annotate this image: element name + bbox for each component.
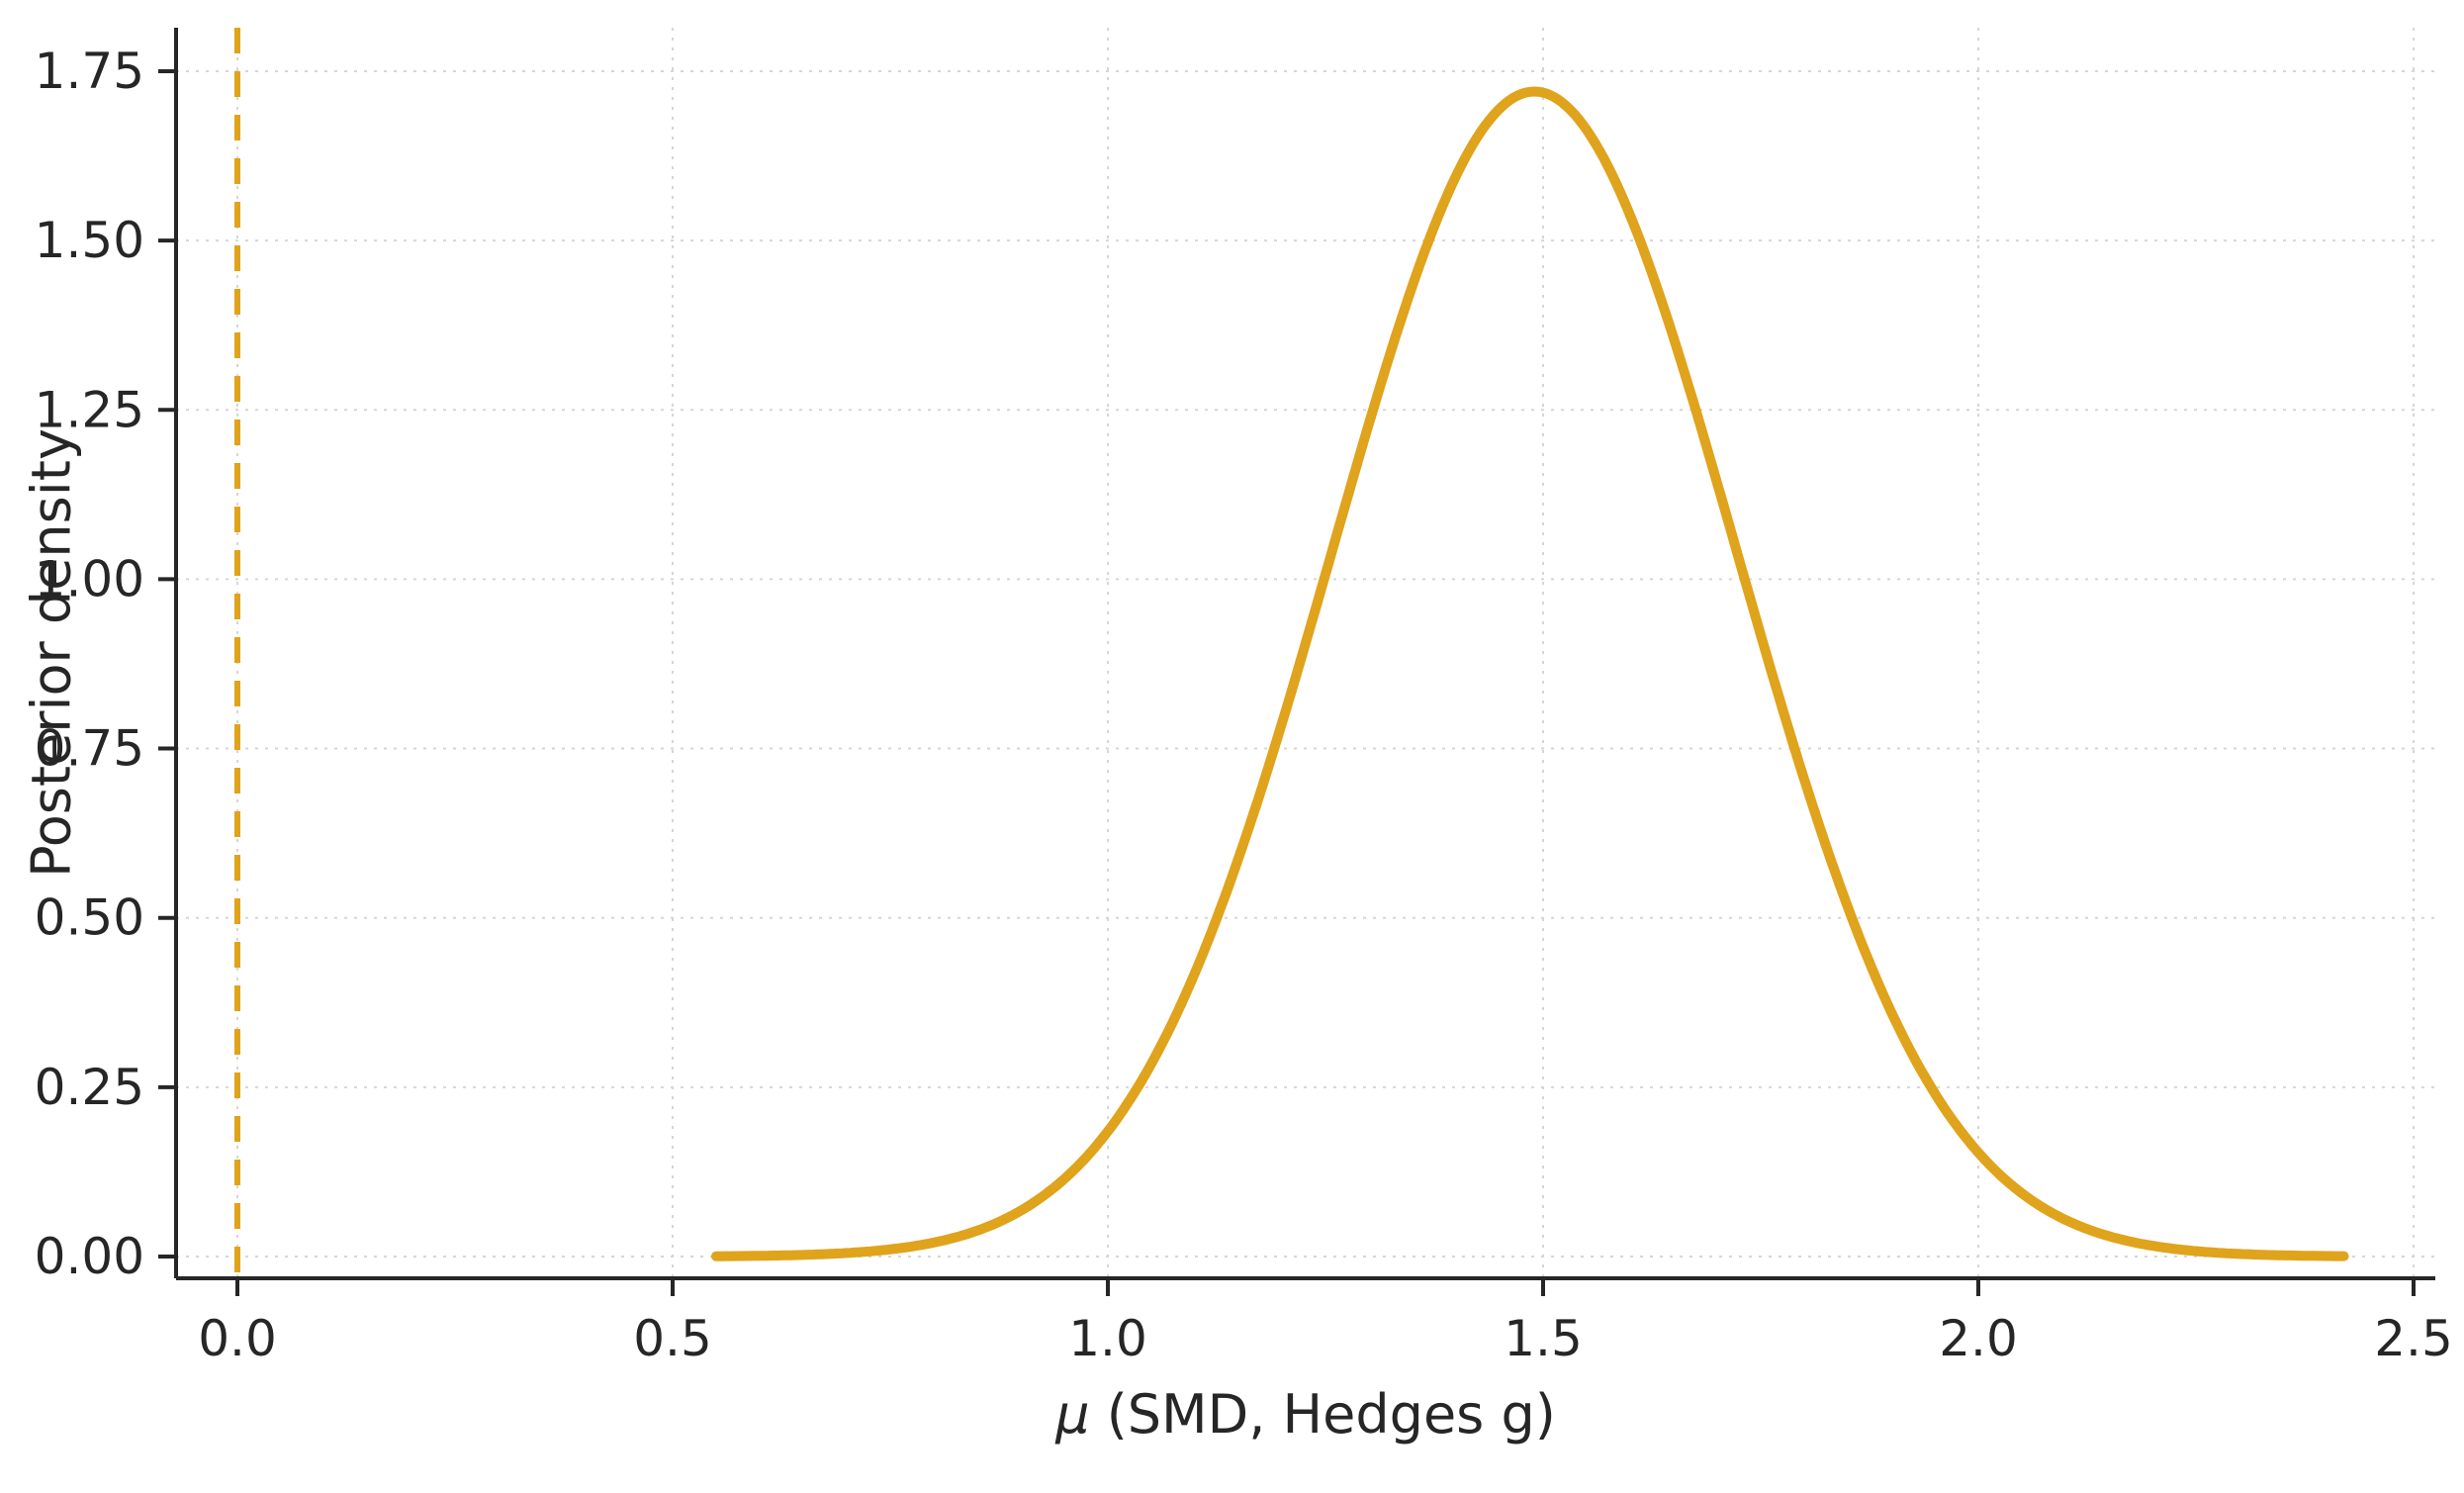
y-tick-label: 1.75 <box>35 43 144 100</box>
x-tick-label: 2.0 <box>1939 1310 2018 1367</box>
x-axis-label-text: (SMD, Hedges g) <box>1089 1383 1556 1446</box>
x-tick-label: 2.5 <box>2374 1310 2453 1367</box>
y-axis-label: Posterior density <box>20 428 83 878</box>
posterior-density-curve <box>711 86 2349 1261</box>
y-tick-label: 1.50 <box>35 212 144 269</box>
x-axis-label: μ (SMD, Hedges g) <box>176 1383 2435 1446</box>
x-tick-label: 1.5 <box>1504 1310 1583 1367</box>
x-tick-label: 0.0 <box>198 1310 277 1367</box>
y-tick-label: 0.50 <box>35 889 144 947</box>
y-tick-label: 0.25 <box>35 1059 144 1116</box>
y-tick-label: 0.75 <box>35 720 144 778</box>
y-tick-label: 1.25 <box>35 381 144 438</box>
x-axis-label-symbol: μ <box>1055 1383 1090 1446</box>
y-tick-label: 0.00 <box>35 1228 144 1285</box>
y-tick-label: 1.00 <box>35 550 144 607</box>
x-tick-label: 1.0 <box>1068 1310 1147 1367</box>
x-tick-label: 0.5 <box>633 1310 712 1367</box>
